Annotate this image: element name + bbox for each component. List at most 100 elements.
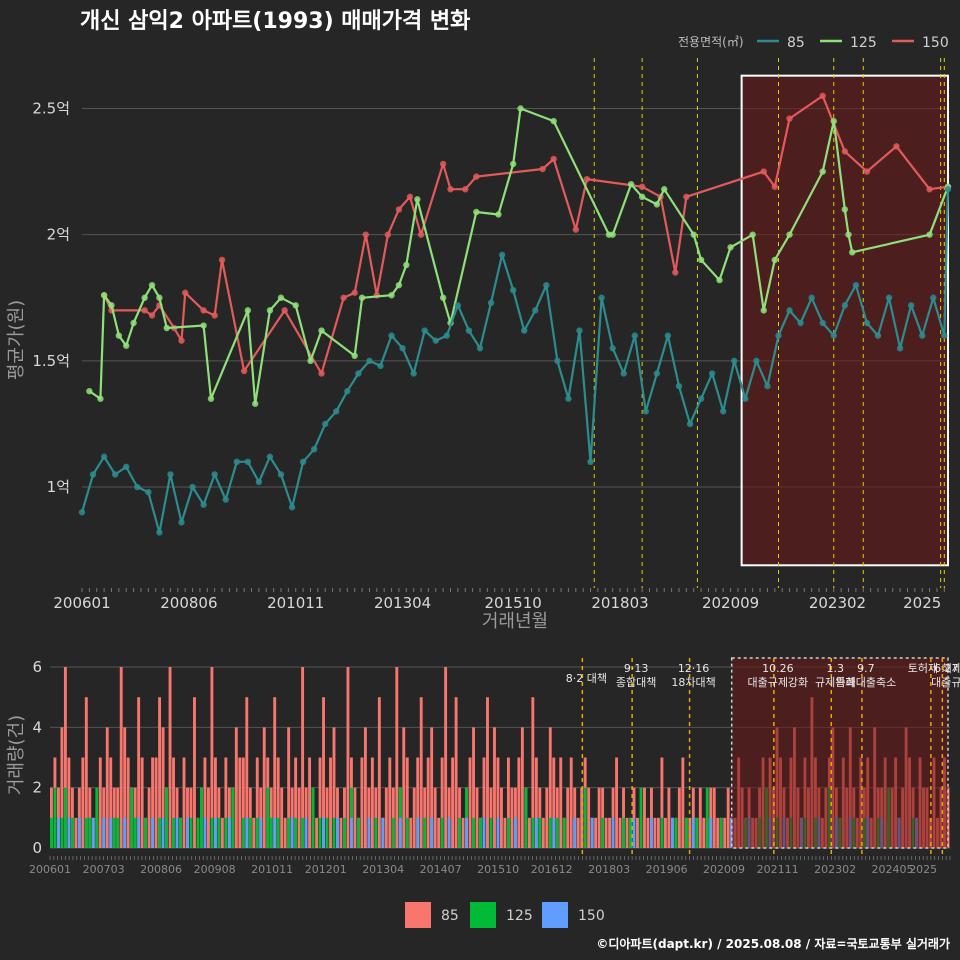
price-point-85 (753, 357, 760, 365)
volume-bar-85 (172, 757, 175, 848)
price-point-150 (926, 186, 933, 193)
volume-bar-85 (280, 787, 284, 848)
volume-bar-85 (548, 727, 552, 848)
price-point-125 (252, 400, 259, 407)
price-point-125 (388, 292, 395, 299)
volume-bar-85 (377, 697, 381, 848)
volume-bar-85 (531, 697, 535, 848)
price-point-125 (358, 294, 366, 301)
volume-bar-125 (50, 817, 53, 848)
price-point-150 (200, 307, 207, 314)
price-point-85 (355, 370, 362, 377)
volume-bar-85 (245, 697, 249, 848)
bottom-legend: 85 125 150 (405, 902, 605, 928)
price-point-85 (78, 509, 86, 516)
volume-bar-85 (468, 757, 472, 848)
volume-bar-85 (98, 757, 102, 848)
volume-bar-85 (653, 817, 657, 848)
volume-bar-125 (95, 787, 99, 848)
volume-x-tick-label: 200908 (194, 863, 236, 876)
price-point-150 (863, 168, 871, 175)
volume-bar-150 (381, 817, 385, 848)
price-point-150 (672, 269, 679, 276)
volume-bar-125 (241, 817, 245, 848)
volume-bar-85 (182, 757, 186, 848)
price-point-125 (819, 168, 826, 175)
price-point-85 (123, 463, 130, 471)
volume-annotation-label: 8·2 대책 (566, 672, 607, 685)
price-point-125 (760, 307, 767, 314)
price-point-85 (708, 370, 716, 377)
price-point-150 (893, 143, 900, 150)
volume-bar-85 (486, 697, 489, 848)
price-point-125 (638, 193, 646, 201)
price-point-85 (145, 488, 152, 496)
volume-bar-85 (576, 817, 580, 848)
volume-bar-85 (608, 817, 612, 848)
volume-bar-150 (304, 817, 308, 848)
volume-bar-85 (702, 817, 706, 848)
volume-x-tick-label: 201612 (531, 863, 573, 876)
volume-bar-85 (437, 817, 441, 848)
price-point-150 (351, 289, 358, 296)
volume-bar-85 (213, 757, 217, 848)
price-point-85 (89, 471, 97, 478)
volume-bar-85 (370, 757, 374, 848)
price-point-85 (200, 501, 207, 508)
volume-bar-125 (479, 817, 482, 848)
volume-x-tick-label: 202302 (814, 863, 856, 876)
volume-bar-85 (224, 757, 228, 848)
volume-bar-150 (67, 817, 71, 848)
price-point-150 (362, 231, 369, 238)
price-point-85 (111, 471, 119, 478)
price-point-85 (222, 496, 229, 503)
volume-bar-85 (506, 757, 510, 848)
price-point-125 (115, 332, 123, 339)
price-point-85 (642, 408, 650, 415)
volume-bar-85 (151, 757, 155, 848)
bottom-legend-label-150: 150 (578, 908, 605, 924)
volume-bar-85 (147, 787, 151, 848)
volume-x-tick-label: 202405 (872, 863, 914, 876)
price-point-150 (148, 312, 156, 319)
price-point-85 (841, 302, 849, 309)
volume-bar-125 (311, 787, 315, 848)
volume-bar-125 (440, 817, 444, 848)
price-point-85 (896, 345, 904, 352)
volume-bar-85 (723, 817, 727, 848)
price-point-125 (830, 117, 837, 125)
volume-bar-150 (175, 817, 179, 848)
volume-bar-85 (625, 817, 629, 848)
price-point-125 (517, 105, 524, 112)
volume-bar-85 (301, 667, 305, 848)
volume-bar-85 (126, 757, 130, 848)
price-point-125 (690, 231, 697, 238)
price-point-125 (627, 180, 635, 188)
price-point-85 (443, 332, 451, 339)
price-point-85 (421, 327, 428, 334)
price-point-125 (653, 201, 661, 208)
price-point-85 (944, 186, 952, 193)
volume-bar-85 (81, 757, 85, 848)
volume-bar-85 (84, 697, 88, 848)
volume-bar-85 (493, 727, 496, 848)
price-point-150 (841, 148, 849, 155)
volume-bar-125 (248, 817, 252, 848)
price-point-85 (134, 483, 141, 491)
volume-bar-125 (217, 817, 221, 848)
volume-bar-125 (196, 817, 200, 848)
volume-bar-85 (615, 757, 619, 848)
price-point-125 (307, 357, 314, 365)
volume-annotation-label: 6.27 (934, 662, 959, 675)
volume-bar-150 (137, 817, 141, 848)
volume-bar-150 (430, 817, 434, 848)
volume-annotation-label: 규제완화 (815, 676, 855, 689)
chart-title: 개신 삼익2 아파트(1993) 매매가격 변화 (80, 9, 470, 34)
volume-annotation-label: 토허제 해제 (908, 661, 960, 675)
price-point-125 (609, 231, 616, 238)
volume-bar-85 (433, 787, 437, 848)
price-point-125 (277, 294, 285, 301)
volume-bar-85 (409, 817, 413, 848)
volume-bar-150 (109, 817, 113, 848)
volume-bar-125 (158, 817, 162, 848)
